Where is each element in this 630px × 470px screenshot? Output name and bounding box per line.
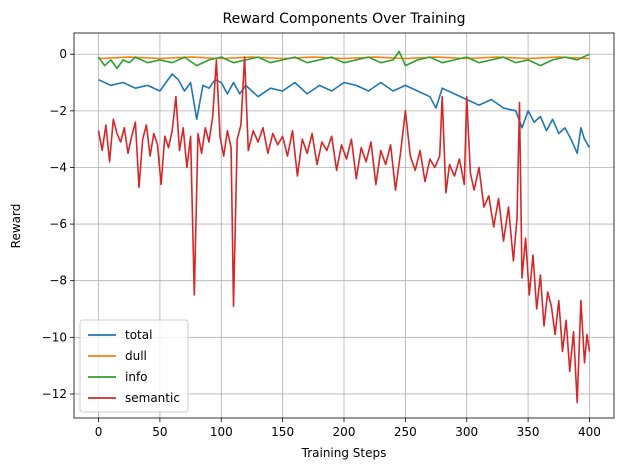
y-tick-label: −2 <box>49 104 67 118</box>
y-tick-label: −12 <box>42 387 67 401</box>
x-tick-label: 250 <box>394 425 417 439</box>
x-tick-label: 200 <box>333 425 356 439</box>
series-line-total <box>98 73 591 155</box>
x-tick-label: 350 <box>517 425 540 439</box>
y-tick-label: −10 <box>42 330 67 344</box>
y-tick-label: 0 <box>59 47 67 61</box>
axis-ticks: 0 50 100 150 200 250 300 350 400 −12 −10 −8 −6 −4 −2 0 <box>42 47 601 439</box>
series-line-semantic <box>97 56 591 404</box>
x-tick-label: 0 <box>95 425 103 439</box>
x-tick-label: 50 <box>152 425 167 439</box>
legend-label-semantic: semantic <box>125 391 180 405</box>
legend-label-dull: dull <box>125 349 147 363</box>
legend-label-total: total <box>125 328 152 342</box>
grid-lines <box>74 33 614 418</box>
series-line-info <box>97 50 590 70</box>
x-tick-label: 400 <box>578 425 601 439</box>
series-lines <box>97 50 591 404</box>
x-axis-label: Training Steps <box>301 446 387 460</box>
x-tick-label: 150 <box>271 425 294 439</box>
legend-label-info: info <box>125 370 148 384</box>
chart-title: Reward Components Over Training <box>223 11 466 27</box>
legend: total dull info semantic <box>79 319 189 413</box>
series-line-dull <box>98 56 590 60</box>
x-tick-label: 300 <box>455 425 478 439</box>
y-tick-label: −4 <box>49 160 67 174</box>
y-axis-label: Reward <box>9 204 23 249</box>
legend-box <box>79 319 189 413</box>
x-tick-label: 100 <box>210 425 233 439</box>
y-tick-label: −8 <box>49 274 67 288</box>
y-tick-label: −6 <box>49 217 67 231</box>
